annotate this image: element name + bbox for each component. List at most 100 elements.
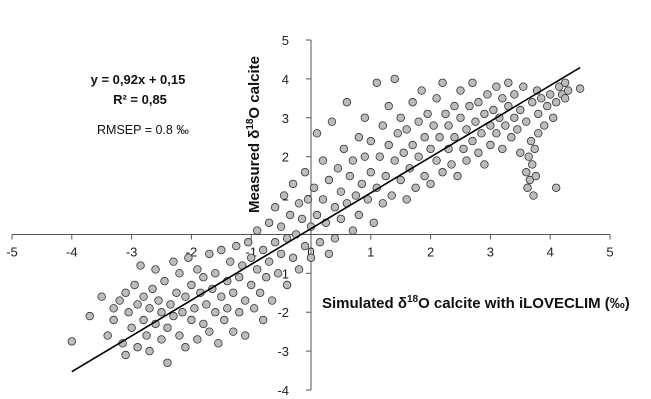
data-point	[540, 121, 549, 130]
data-point	[306, 253, 316, 262]
data-point	[516, 105, 525, 115]
data-point	[366, 136, 375, 146]
y-tick-label: 5	[282, 33, 289, 48]
data-point	[339, 144, 349, 154]
data-point	[465, 101, 474, 111]
data-point	[480, 160, 489, 169]
data-point	[142, 331, 151, 340]
x-tick-label: -5	[6, 244, 18, 259]
data-point	[525, 175, 535, 185]
data-point	[563, 86, 573, 95]
data-point	[324, 249, 334, 259]
r-squared-annotation: R² = 0,85	[113, 92, 167, 107]
data-point	[115, 296, 124, 305]
data-point	[276, 222, 286, 231]
data-point	[103, 331, 112, 340]
data-point	[444, 121, 453, 130]
x-tick-label: 2	[427, 244, 434, 259]
data-point	[468, 136, 477, 146]
data-point	[264, 218, 274, 227]
data-point	[528, 98, 537, 107]
data-point	[435, 133, 444, 142]
data-point	[366, 168, 375, 177]
data-point	[249, 304, 259, 313]
data-point	[241, 331, 250, 340]
data-point	[423, 109, 432, 119]
data-point	[267, 296, 277, 305]
x-axis-label: Simulated δ18O calcite with iLOVECLIM (‰…	[322, 294, 630, 312]
data-point	[492, 82, 501, 91]
data-point	[133, 300, 142, 309]
y-tick-label: -3	[277, 344, 289, 359]
data-point	[145, 304, 154, 313]
data-point	[205, 249, 214, 259]
data-point	[303, 195, 313, 204]
data-point	[396, 175, 405, 185]
data-point	[372, 78, 381, 87]
data-point	[526, 136, 536, 146]
data-point	[109, 304, 118, 313]
data-point	[163, 358, 172, 367]
x-tick-label: 0	[307, 244, 314, 259]
data-point	[456, 86, 465, 95]
data-point	[432, 94, 441, 103]
data-point	[202, 300, 211, 309]
data-point	[181, 292, 190, 301]
data-point	[560, 94, 570, 103]
data-point	[399, 148, 408, 157]
x-tick-label: -2	[186, 244, 198, 259]
y-tick-label: 3	[282, 111, 289, 126]
data-point	[414, 117, 423, 126]
data-point	[270, 203, 280, 212]
data-point	[384, 101, 393, 111]
data-point	[501, 121, 510, 130]
data-points	[67, 74, 585, 367]
data-point	[175, 331, 184, 340]
data-point	[420, 133, 429, 142]
data-point	[133, 343, 142, 352]
y-tick-label: -2	[277, 305, 289, 320]
data-point	[486, 140, 495, 150]
data-point	[288, 253, 298, 262]
data-point	[217, 292, 226, 301]
data-point	[154, 296, 163, 305]
data-point	[498, 144, 507, 154]
data-point	[560, 78, 570, 87]
data-point	[246, 280, 256, 290]
data-point	[261, 273, 271, 282]
data-point	[157, 335, 166, 344]
data-point	[513, 125, 522, 134]
x-tick-label: 3	[487, 244, 494, 259]
y-tick-label: -4	[277, 383, 289, 398]
x-tick-label: -1	[245, 244, 257, 259]
data-point	[551, 98, 561, 107]
data-point	[300, 241, 310, 251]
data-point	[172, 288, 181, 297]
x-tick-label: -3	[126, 244, 138, 259]
data-point	[441, 109, 450, 119]
data-point	[193, 335, 202, 344]
data-point	[530, 144, 539, 154]
data-point	[309, 183, 319, 192]
data-point	[300, 168, 310, 177]
data-point	[450, 133, 459, 142]
data-point	[315, 238, 325, 247]
rmsep-annotation: RMSEP = 0.8 ‰	[97, 123, 189, 137]
data-point	[529, 191, 538, 200]
data-point	[318, 156, 328, 165]
data-point	[175, 269, 184, 278]
data-point	[130, 280, 139, 290]
data-point	[345, 171, 355, 181]
data-point	[244, 238, 253, 247]
data-point	[528, 160, 537, 169]
data-point	[390, 156, 399, 165]
data-point	[492, 129, 501, 138]
data-point	[429, 121, 438, 130]
data-point	[543, 101, 552, 111]
data-point	[426, 179, 435, 189]
data-point	[264, 257, 274, 266]
data-point	[414, 152, 423, 161]
data-point	[285, 210, 295, 220]
data-point	[408, 140, 417, 150]
